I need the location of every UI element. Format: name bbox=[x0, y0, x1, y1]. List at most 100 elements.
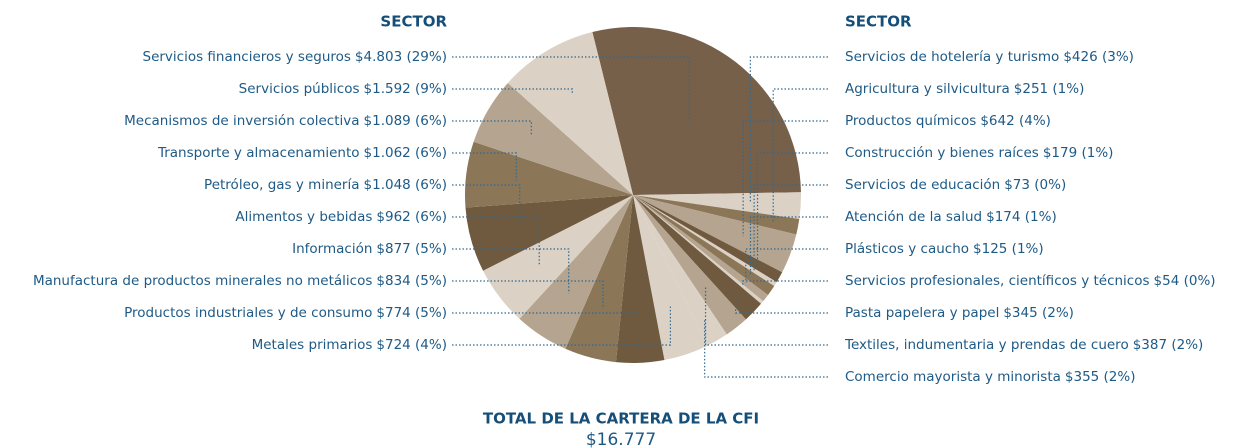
slice-label: Servicios de educación $73 (0%) bbox=[845, 177, 1066, 193]
slice-label: Petróleo, gas y minería $1.048 (6%) bbox=[204, 177, 447, 193]
slice-label: Mecanismos de inversión colectiva $1.089 … bbox=[124, 113, 447, 129]
slice-category: Pasta papelera y papel bbox=[845, 305, 999, 321]
pie-slice bbox=[633, 195, 800, 235]
pie-slice bbox=[592, 27, 801, 196]
pie-slice bbox=[507, 31, 633, 195]
slice-category: Agricultura y silvicultura bbox=[845, 81, 1010, 97]
leader-line bbox=[452, 312, 639, 314]
leader-line bbox=[772, 88, 828, 223]
pie-slice bbox=[465, 195, 633, 271]
leader-line bbox=[704, 318, 828, 378]
slice-value-label: $179 (1%) bbox=[1043, 145, 1114, 161]
slice-category: Comercio mayorista y minorista bbox=[845, 369, 1061, 385]
slice-value-label: $251 (1%) bbox=[1014, 81, 1085, 97]
slice-category: Mecanismos de inversión colectiva bbox=[124, 113, 359, 129]
pie-slice bbox=[633, 195, 777, 286]
pie-slice bbox=[633, 192, 801, 219]
slice-value-label: $834 (5%) bbox=[376, 273, 447, 289]
slice-label: Manufactura de productos minerales no me… bbox=[33, 273, 447, 289]
pie-slice bbox=[633, 195, 775, 295]
slice-label: Transporte y almacenamiento $1.062 (6%) bbox=[157, 145, 447, 161]
pie-slice bbox=[465, 141, 633, 208]
slice-category: Servicios profesionales, científicos y t… bbox=[845, 273, 1150, 289]
leader-line bbox=[742, 280, 828, 287]
slice-label: Agricultura y silvicultura $251 (1%) bbox=[845, 81, 1084, 97]
slice-category: Construcción y bienes raíces bbox=[845, 145, 1039, 161]
slice-value-label: $1.089 (6%) bbox=[364, 113, 447, 129]
slice-value-label: $1.062 (6%) bbox=[364, 145, 447, 161]
pie-slice bbox=[519, 195, 633, 349]
slice-category: Textiles, indumentaria y prendas de cuer… bbox=[844, 337, 1129, 353]
leader-line bbox=[753, 184, 828, 271]
slice-label: Productos químicos $642 (4%) bbox=[845, 113, 1051, 129]
slice-category: Servicios de hotelería y turismo bbox=[845, 49, 1059, 65]
slice-value-label: $54 (0%) bbox=[1154, 273, 1216, 289]
slice-value-label: $4.803 (29%) bbox=[355, 49, 447, 65]
leader-line bbox=[452, 184, 521, 227]
slice-category: Servicios de educación bbox=[845, 177, 1000, 193]
slice-value-label: $73 (0%) bbox=[1004, 177, 1066, 193]
leader-line bbox=[452, 248, 570, 294]
leader-line bbox=[452, 216, 540, 266]
leader-lines bbox=[452, 56, 828, 378]
slice-value-label: $774 (5%) bbox=[376, 305, 447, 321]
leader-line bbox=[452, 280, 604, 309]
pie-slice bbox=[473, 82, 633, 195]
slice-label: Pasta papelera y papel $345 (2%) bbox=[845, 305, 1074, 321]
leader-line bbox=[742, 120, 828, 237]
slice-category: Productos industriales y de consumo bbox=[124, 305, 372, 321]
pie-slice bbox=[633, 195, 708, 361]
slice-category: Alimentos y bebidas bbox=[235, 209, 372, 225]
slice-label: Servicios profesionales, científicos y t… bbox=[845, 273, 1216, 289]
slice-value-label: $1.592 (9%) bbox=[364, 81, 447, 97]
leader-line bbox=[452, 306, 672, 346]
slice-label: Construcción y bienes raíces $179 (1%) bbox=[845, 145, 1113, 161]
slice-value-label: $426 (3%) bbox=[1063, 49, 1134, 65]
slice-label: Plásticos y caucho $125 (1%) bbox=[845, 241, 1044, 257]
slice-value-label: $174 (1%) bbox=[986, 209, 1057, 225]
slice-label: Servicios públicos $1.592 (9%) bbox=[239, 81, 447, 97]
slice-label: Textiles, indumentaria y prendas de cuer… bbox=[844, 337, 1203, 353]
leader-line bbox=[756, 152, 828, 265]
slice-label: Comercio mayorista y minorista $355 (2%) bbox=[845, 369, 1136, 385]
slice-label: Atención de la salud $174 (1%) bbox=[845, 209, 1057, 225]
leader-line bbox=[452, 152, 517, 181]
slice-category: Servicios públicos bbox=[239, 81, 360, 97]
legend-title: SECTOR bbox=[380, 13, 447, 31]
slice-category: Atención de la salud bbox=[845, 209, 982, 225]
slice-label: Metales primarios $724 (4%) bbox=[252, 337, 447, 353]
pie-slice bbox=[633, 195, 783, 283]
slice-value-label: $125 (1%) bbox=[973, 241, 1044, 257]
pie-slice bbox=[615, 195, 665, 363]
leader-line bbox=[452, 88, 573, 95]
slice-label: Servicios financieros y seguros $4.803 (2… bbox=[143, 49, 448, 65]
slice-category: Manufactura de productos minerales no me… bbox=[33, 273, 372, 289]
slice-category: Productos químicos bbox=[845, 113, 976, 129]
pie-slice bbox=[565, 195, 633, 363]
pie-slice bbox=[483, 195, 633, 319]
leader-line bbox=[749, 56, 828, 203]
pie-slice bbox=[633, 195, 727, 346]
slice-category: Metales primarios bbox=[252, 337, 373, 353]
slice-category: Petróleo, gas y minería bbox=[204, 177, 359, 193]
pie-slice bbox=[633, 195, 746, 335]
slice-category: Servicios financieros y seguros bbox=[143, 49, 351, 65]
slice-value-label: $642 (4%) bbox=[980, 113, 1051, 129]
slice-value-label: $345 (2%) bbox=[1003, 305, 1074, 321]
legend-title: SECTOR bbox=[845, 13, 912, 31]
leader-line bbox=[749, 216, 828, 277]
slice-value-label: $724 (4%) bbox=[376, 337, 447, 353]
slice-label: Servicios de hotelería y turismo $426 (3%… bbox=[845, 49, 1134, 65]
slice-category: Plásticos y caucho bbox=[845, 241, 969, 257]
leader-line bbox=[735, 294, 828, 314]
pie-slice bbox=[633, 195, 762, 320]
total-label: TOTAL DE LA CARTERA DE LA CFI bbox=[483, 410, 759, 428]
slice-category: Transporte y almacenamiento bbox=[157, 145, 360, 161]
slice-value-label: $1.048 (6%) bbox=[364, 177, 447, 193]
leader-line bbox=[452, 56, 690, 122]
slice-label: Alimentos y bebidas $962 (6%) bbox=[235, 209, 447, 225]
pie-slice bbox=[633, 195, 769, 302]
pie-slice bbox=[633, 195, 797, 273]
pie-slice bbox=[633, 195, 764, 304]
